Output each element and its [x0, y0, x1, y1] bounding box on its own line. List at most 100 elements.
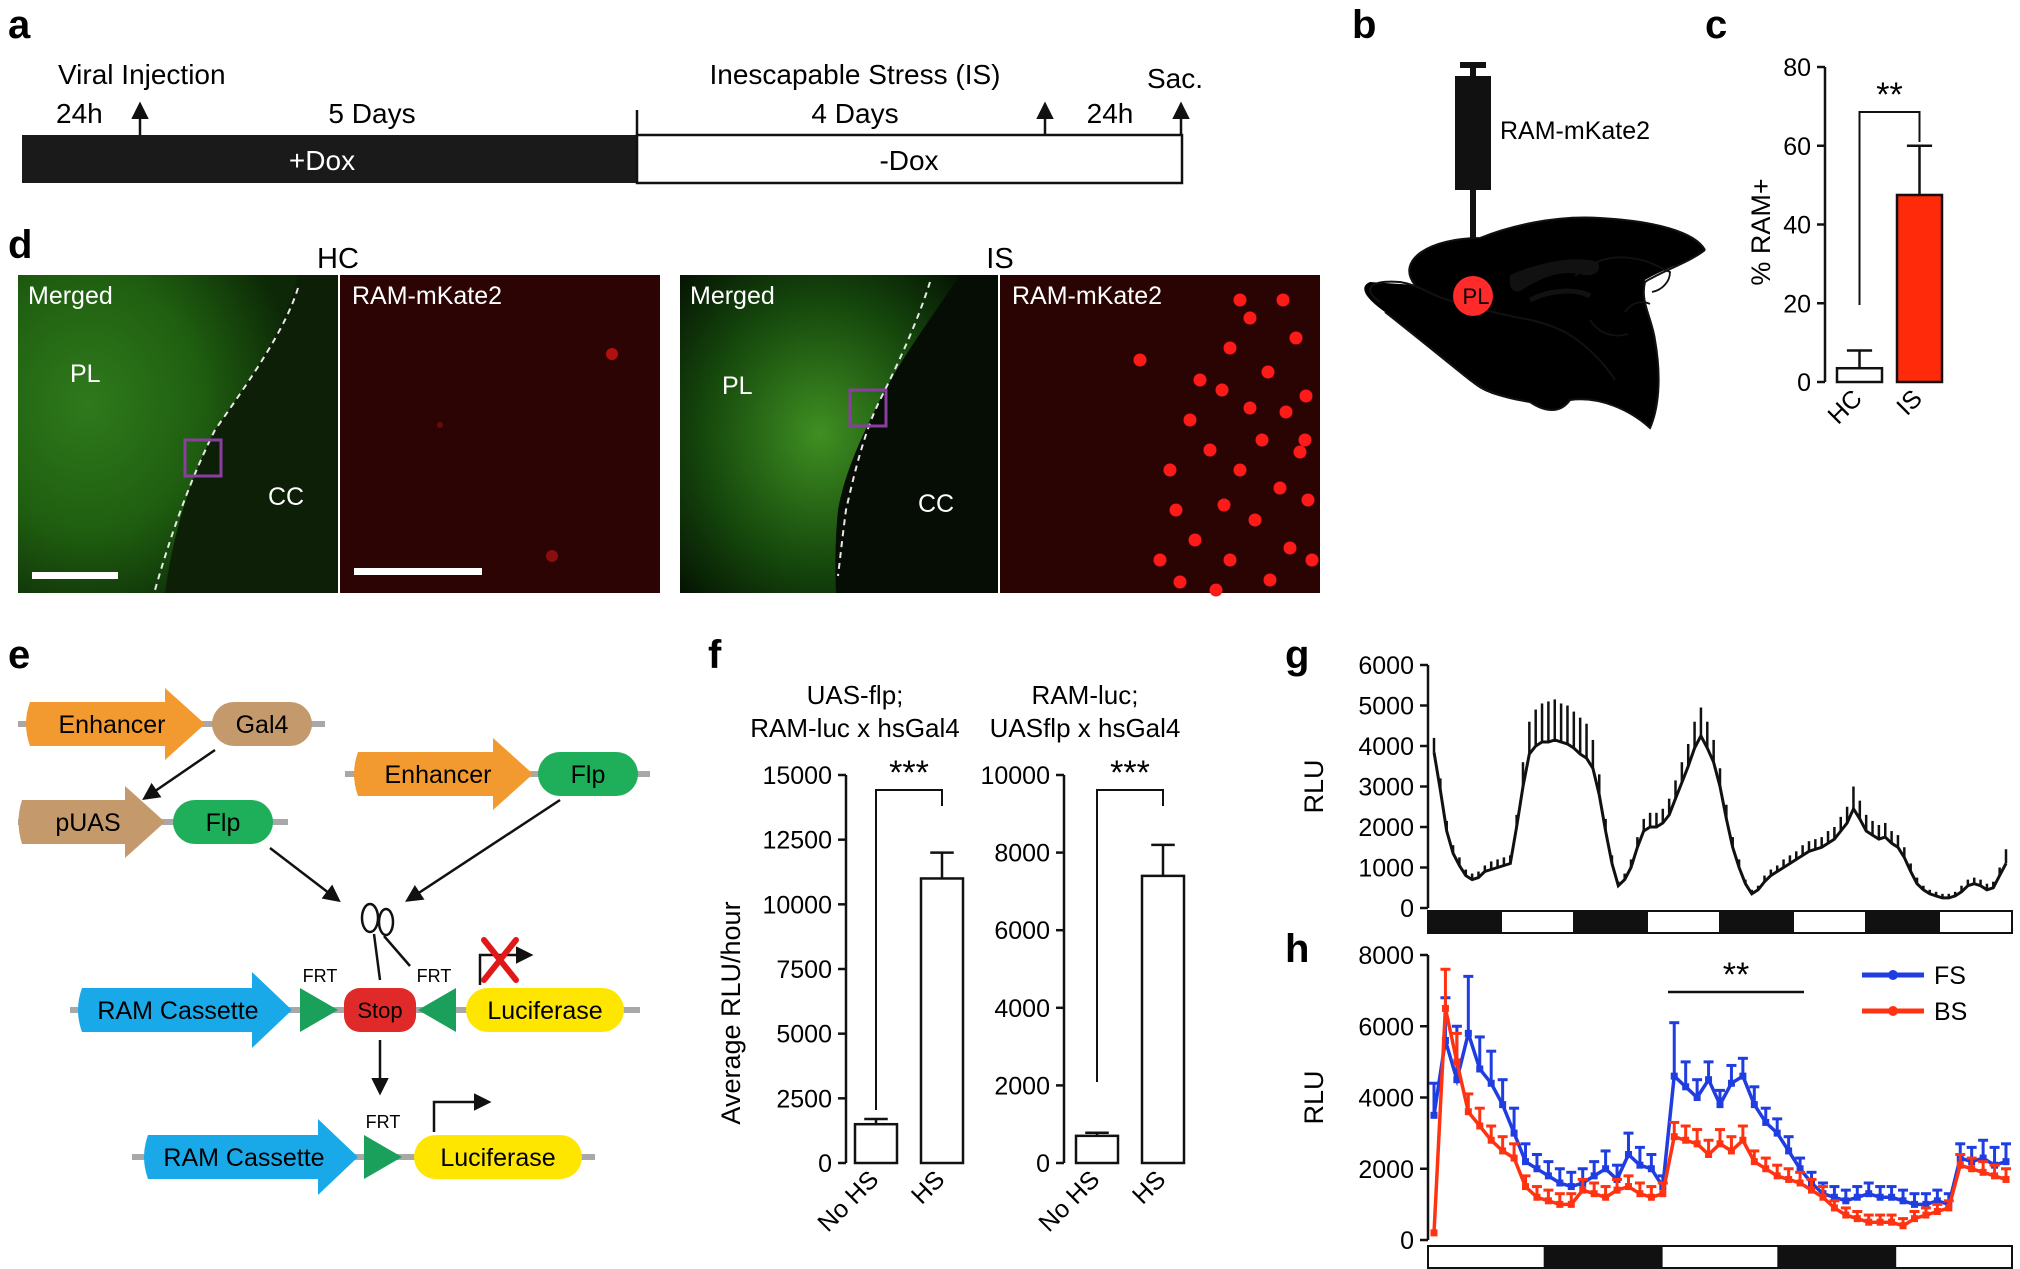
dox-on-bar — [22, 135, 637, 183]
significance-bracket — [1858, 111, 1921, 305]
hc-mkate-image — [340, 275, 660, 593]
dox-off-bar — [635, 133, 1184, 185]
light-dark-segment — [1427, 910, 1502, 934]
data-point — [1544, 1197, 1552, 1205]
pl-label: PL — [1463, 284, 1490, 309]
data-point — [1556, 1200, 1564, 1208]
labelled-cell — [1248, 513, 1262, 527]
chart-c: 0 20 40 60 80 HC IS ** % RAM+ — [1746, 54, 1944, 430]
panel-letter-f: f — [708, 633, 722, 677]
construct-diagram: Enhancer Gal4 pUAS Flp Enhancer Flp RAM … — [18, 688, 650, 1195]
is-mkate-image — [1000, 275, 1320, 593]
data-point — [1487, 1079, 1495, 1087]
y-axis-label: RLU — [1299, 1070, 1329, 1124]
data-point — [1624, 1151, 1632, 1158]
data-point — [1979, 1168, 1987, 1176]
y-tick-label: 15000 — [762, 762, 832, 790]
data-point — [1945, 1204, 1953, 1212]
data-point — [1785, 1175, 1793, 1183]
y-tick-label: 1000 — [1358, 855, 1414, 883]
light-dark-segment — [1543, 1245, 1663, 1269]
data-point — [1739, 1072, 1747, 1080]
chart-title: RAM-luc x hsGal4 — [750, 713, 960, 743]
y-axis-label: RLU — [1299, 759, 1329, 813]
chart-h: 0 2000 4000 6000 8000 RLU FS BS ** — [1299, 942, 2013, 1269]
stop-label: Stop — [357, 998, 402, 1023]
chart-title: UASflp x hsGal4 — [990, 713, 1181, 743]
data-point — [1590, 1172, 1598, 1180]
data-point — [1739, 1136, 1747, 1144]
data-point — [1602, 1165, 1610, 1173]
light-dark-segment — [1894, 1245, 2013, 1269]
data-point — [1522, 1158, 1530, 1166]
y-tick-label: 0 — [818, 1150, 832, 1178]
ram-cassette-label-1: RAM Cassette — [97, 997, 258, 1025]
is-roi-box — [848, 388, 888, 428]
scissors-icon — [360, 902, 411, 981]
timeline: +Dox -Dox Viral Injection 24h 5 Days Ine… — [22, 59, 1203, 185]
legend-marker — [1888, 970, 1898, 980]
labelled-cell — [1223, 553, 1237, 567]
data-point — [1968, 1165, 1976, 1173]
hc-mkate-label: RAM-mKate2 — [352, 282, 502, 310]
luciferase-label-1: Luciferase — [487, 997, 602, 1025]
frt-label-left: FRT — [303, 966, 338, 986]
hc-pl-label: PL — [70, 360, 101, 388]
data-point — [1830, 1204, 1838, 1212]
labelled-cell — [1209, 583, 1223, 597]
data-point — [1510, 1154, 1518, 1162]
significance-label: *** — [1110, 754, 1150, 792]
hc-boundary — [154, 287, 299, 591]
data-point — [1499, 1101, 1507, 1109]
enhancer-label-1: Enhancer — [58, 711, 165, 739]
data-point — [1819, 1193, 1827, 1201]
data-point — [1991, 1172, 1999, 1180]
light-dark-segment — [1777, 1245, 1897, 1269]
legend-marker — [1888, 1006, 1898, 1016]
panel-letter-d: d — [8, 223, 32, 267]
y-tick-label: 20 — [1783, 290, 1811, 318]
panel-letter-e: e — [8, 633, 30, 677]
panel-letter-b: b — [1352, 3, 1376, 47]
enhancer-label-2: Enhancer — [384, 761, 491, 789]
y-tick-label: 3000 — [1358, 774, 1414, 802]
flp-label-2: Flp — [571, 761, 606, 789]
labelled-cell — [1233, 463, 1247, 477]
stress-label: Inescapable Stress (IS) — [709, 59, 1000, 90]
labelled-cell — [1173, 575, 1187, 589]
labelled-cell — [1276, 293, 1290, 307]
data-point — [1476, 1065, 1484, 1073]
y-tick-label: 7500 — [776, 956, 832, 984]
x-tick-label: IS — [1891, 384, 1928, 421]
series-line — [1432, 732, 2008, 900]
enhancer-arrow-1 — [26, 688, 205, 760]
labelled-cell — [1298, 433, 1312, 447]
panel-letter-h: h — [1285, 927, 1309, 971]
data-point — [1636, 1190, 1644, 1198]
hc-merged-label: Merged — [28, 282, 113, 310]
y-tick-label: 0 — [1797, 369, 1811, 397]
data-point — [1922, 1211, 1930, 1219]
data-point — [1430, 1229, 1438, 1237]
frt-label-remaining: FRT — [366, 1112, 401, 1132]
data-point — [1796, 1179, 1804, 1187]
chart-g: 0 1000 2000 3000 4000 5000 6000 RLU — [1299, 652, 2013, 934]
panel-letter-g: g — [1285, 633, 1309, 677]
labelled-cell — [1299, 389, 1313, 403]
y-tick-label: 0 — [1400, 1227, 1414, 1255]
y-tick-label: 4000 — [1358, 733, 1414, 761]
panel-letter-c: c — [1705, 3, 1727, 47]
labelled-cell — [1263, 573, 1277, 587]
y-tick-label: 6000 — [1358, 1013, 1414, 1041]
significance-bracket — [1096, 789, 1164, 1082]
flp-label-1: Flp — [206, 809, 241, 837]
data-point — [1842, 1197, 1850, 1205]
data-point — [1430, 1111, 1438, 1119]
ram-cassette-label-2: RAM Cassette — [163, 1144, 324, 1172]
data-point — [1853, 1193, 1861, 1201]
light-dark-segment — [1500, 910, 1575, 934]
data-point — [1453, 1076, 1461, 1084]
data-point — [1693, 1140, 1701, 1148]
labelled-cell — [1169, 503, 1183, 517]
labelled-cell — [1243, 311, 1257, 325]
